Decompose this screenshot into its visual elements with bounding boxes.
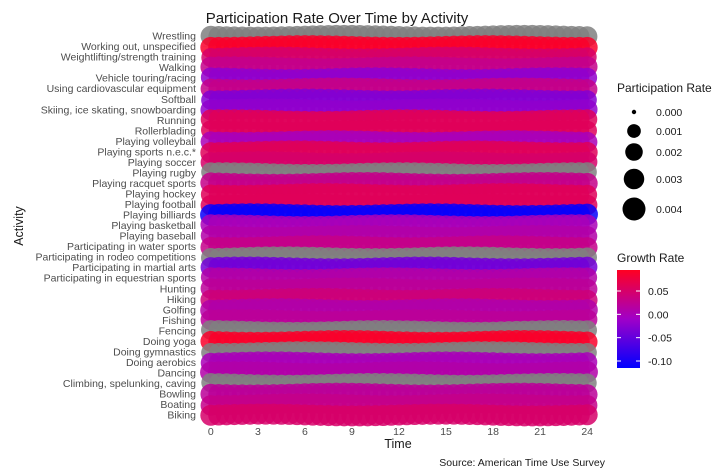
x-tick-label: 24 xyxy=(581,426,593,438)
y-tick-label: Playing basketball xyxy=(111,220,196,232)
y-tick-label: Doing gymnastics xyxy=(113,346,196,358)
y-tick-label: Hunting xyxy=(160,283,196,295)
size-legend-key xyxy=(623,168,645,190)
y-tick-label: Playing rugby xyxy=(132,167,196,179)
chart-caption: Source: American Time Use Survey xyxy=(439,457,605,469)
chart-title: Participation Rate Over Time by Activity xyxy=(206,10,469,27)
x-tick-label: 18 xyxy=(487,426,499,438)
x-tick-label: 12 xyxy=(393,426,405,438)
x-tick-label: 0 xyxy=(208,426,214,438)
data-points xyxy=(200,24,598,427)
size-legend: Participation Rate 0.000 0.001 0.002 0.003 0… xyxy=(617,81,712,221)
y-tick-label: Participating in water sports xyxy=(67,241,196,253)
y-tick-label: Playing racquet sports xyxy=(92,178,196,190)
x-tick-label: 21 xyxy=(534,426,546,438)
y-tick-label: Dancing xyxy=(157,367,196,379)
size-legend-label: 0.001 xyxy=(656,126,682,138)
colorbar-label: 0.05 xyxy=(648,286,669,298)
y-tick-label: Doing aerobics xyxy=(126,357,196,369)
colorbar-label: -0.05 xyxy=(648,333,672,345)
y-tick-label: Wrestling xyxy=(152,31,196,43)
y-tick-label: Playing sports n.e.c.* xyxy=(97,146,196,158)
size-legend-key xyxy=(622,197,646,221)
colorbar-label: 0.00 xyxy=(648,309,669,321)
y-tick-label: Using cardiovascular equipment xyxy=(47,83,196,95)
y-tick-label: Fishing xyxy=(162,315,196,327)
x-tick-label: 6 xyxy=(302,426,308,438)
y-tick-label: Playing billiards xyxy=(123,210,196,222)
size-legend-label: 0.000 xyxy=(656,107,682,119)
y-tick-label: Boating xyxy=(160,399,196,411)
x-axis-title: Time xyxy=(384,437,411,451)
y-tick-label: Skiing, ice skating, snowboarding xyxy=(41,104,196,116)
x-tick-label: 15 xyxy=(440,426,452,438)
y-tick-label: Climbing, spelunking, caving xyxy=(63,378,196,390)
colorbar-label: -0.10 xyxy=(648,356,672,368)
y-tick-label: Playing volleyball xyxy=(115,136,196,148)
data-point xyxy=(576,404,598,426)
y-tick-label: Playing hockey xyxy=(125,189,196,201)
y-tick-label: Participating in rodeo competitions xyxy=(35,252,196,264)
y-tick-label: Playing baseball xyxy=(120,231,196,243)
y-tick-label: Bowling xyxy=(159,389,196,401)
y-tick-label: Biking xyxy=(167,410,196,422)
colorbar xyxy=(617,270,640,368)
y-tick-label: Playing football xyxy=(125,199,196,211)
y-tick-label: Participating in equestrian sports xyxy=(44,273,196,285)
y-axis-title: Activity xyxy=(12,205,26,245)
size-legend-title: Participation Rate xyxy=(617,81,712,95)
y-tick-label: Walking xyxy=(159,62,196,74)
color-legend: Growth Rate 0.05 0.00 -0.05 -0.10 xyxy=(617,251,685,368)
y-tick-label: Running xyxy=(157,115,196,127)
size-legend-label: 0.003 xyxy=(656,174,682,186)
size-legend-label: 0.002 xyxy=(656,147,682,159)
activity-series xyxy=(200,403,598,427)
x-tick-label: 9 xyxy=(349,426,355,438)
size-legend-key xyxy=(625,143,643,161)
y-tick-label: Working out, unspecified xyxy=(81,41,196,53)
y-tick-label: Weightlifting/strength training xyxy=(61,52,196,64)
size-legend-label: 0.004 xyxy=(656,204,682,216)
y-tick-label: Fencing xyxy=(159,325,197,337)
y-tick-label: Participating in martial arts xyxy=(72,262,196,274)
x-tick-label: 3 xyxy=(255,426,261,438)
y-tick-label: Vehicle touring/racing xyxy=(96,73,197,85)
y-tick-label: Playing soccer xyxy=(128,157,197,169)
y-tick-label: Golfing xyxy=(163,304,196,316)
x-axis-ticks: 0 3 6 9 12 15 18 21 24 xyxy=(208,426,593,438)
y-tick-label: Rollerblading xyxy=(135,125,196,137)
y-tick-label: Hiking xyxy=(167,294,196,306)
size-legend-key xyxy=(631,109,637,115)
size-legend-key xyxy=(627,124,641,138)
y-tick-label: Softball xyxy=(161,94,196,106)
y-tick-label: Doing yoga xyxy=(143,336,196,348)
color-legend-title: Growth Rate xyxy=(617,251,685,265)
